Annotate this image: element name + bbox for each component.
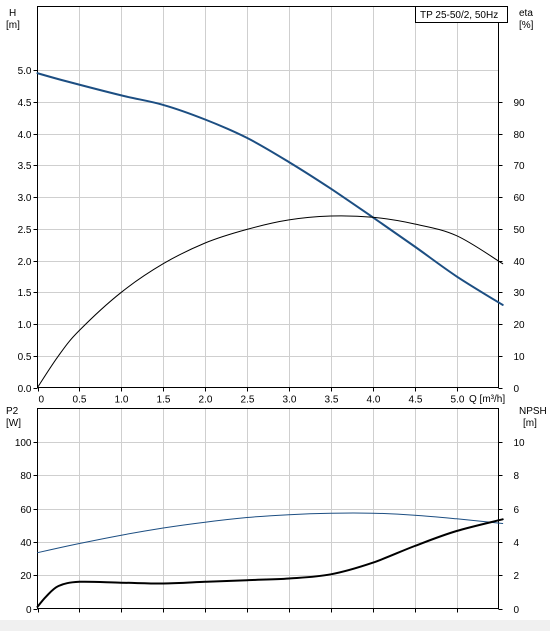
left-tick-label: 20	[20, 571, 32, 582]
left-tick-label: 80	[20, 471, 32, 482]
left-tick-label: 0.0	[18, 384, 32, 395]
x-tick-label: 3.5	[325, 395, 339, 406]
x-tick-label: 4.5	[409, 395, 423, 406]
bottom-chart-frame	[37, 408, 499, 609]
left-tick-label: 1.5	[18, 288, 32, 299]
x-tick-label: 1.0	[115, 395, 129, 406]
power-axis-unit: [W]	[6, 418, 21, 429]
left-tick-label: 60	[20, 505, 32, 516]
left-tick-label: 3.0	[18, 193, 32, 204]
right-tick-label: 80	[514, 130, 526, 141]
top-chart-ticks: 0 0.5 1.0 1.5 2.0 2.5 3.0 3.5 4.0 4.5 5.0 0.0 0.5 1.0…	[18, 66, 525, 406]
left-tick-label: 2.5	[18, 225, 32, 236]
right-tick-label: 10	[514, 352, 526, 363]
right-tick-label: 30	[514, 288, 526, 299]
right-tick-label: 40	[514, 257, 526, 268]
left-tick-label: 5.0	[18, 66, 32, 77]
right-tick-label: 0	[514, 384, 520, 395]
npsh-curve	[36, 518, 504, 608]
left-tick-label: 0.5	[18, 352, 32, 363]
right-tick-label: 50	[514, 225, 526, 236]
chart-title-box	[415, 6, 508, 23]
x-tick-label: 5.0	[451, 395, 465, 406]
left-tick-label: 40	[20, 538, 32, 549]
efficiency-curve	[37, 215, 504, 388]
right-tick-label: 10	[514, 438, 526, 449]
left-tick-label: 2.0	[18, 257, 32, 268]
head-axis-unit: [m]	[6, 20, 20, 31]
left-tick-label: 0	[26, 605, 32, 616]
x-tick-label: 2.5	[241, 395, 255, 406]
right-tick-label: 6	[514, 505, 520, 516]
x-tick-label: 2.0	[199, 395, 213, 406]
left-tick-label: 3.5	[18, 161, 32, 172]
head-curve	[36, 72, 504, 306]
right-tick-label: 20	[514, 320, 526, 331]
head-axis-label: H	[9, 8, 16, 19]
right-tick-label: 0	[514, 605, 520, 616]
right-tick-label: 70	[514, 161, 526, 172]
x-tick-label: 4.0	[367, 395, 381, 406]
bottom-strip	[0, 620, 550, 631]
bottom-chart-ticks: 0 20 40 60 80 100 0 2 4 6 8 10	[15, 438, 525, 616]
left-tick-label: 4.0	[18, 130, 32, 141]
right-tick-label: 2	[514, 571, 520, 582]
efficiency-axis-label: eta	[519, 8, 533, 19]
x-tick-label: 3.0	[283, 395, 297, 406]
efficiency-axis-unit: [%]	[519, 20, 534, 31]
left-tick-label: 1.0	[18, 320, 32, 331]
flow-axis-label: Q [m³/h]	[469, 394, 505, 405]
x-tick-label: 0	[39, 395, 45, 406]
power-curve	[37, 512, 504, 554]
x-tick-label: 1.5	[157, 395, 171, 406]
left-tick-label: 100	[15, 438, 32, 449]
npsh-axis-unit: [m]	[523, 418, 537, 429]
x-tick-label: 0.5	[73, 395, 87, 406]
right-tick-label: 4	[514, 538, 520, 549]
right-tick-label: 60	[514, 193, 526, 204]
right-tick-label: 8	[514, 471, 520, 482]
npsh-axis-label: NPSH	[519, 406, 547, 417]
right-tick-label: 90	[514, 98, 526, 109]
left-tick-label: 4.5	[18, 98, 32, 109]
top-chart-grid	[37, 6, 499, 388]
chart-title: TP 25-50/2, 50Hz	[420, 10, 498, 21]
power-axis-label: P2	[6, 406, 19, 417]
